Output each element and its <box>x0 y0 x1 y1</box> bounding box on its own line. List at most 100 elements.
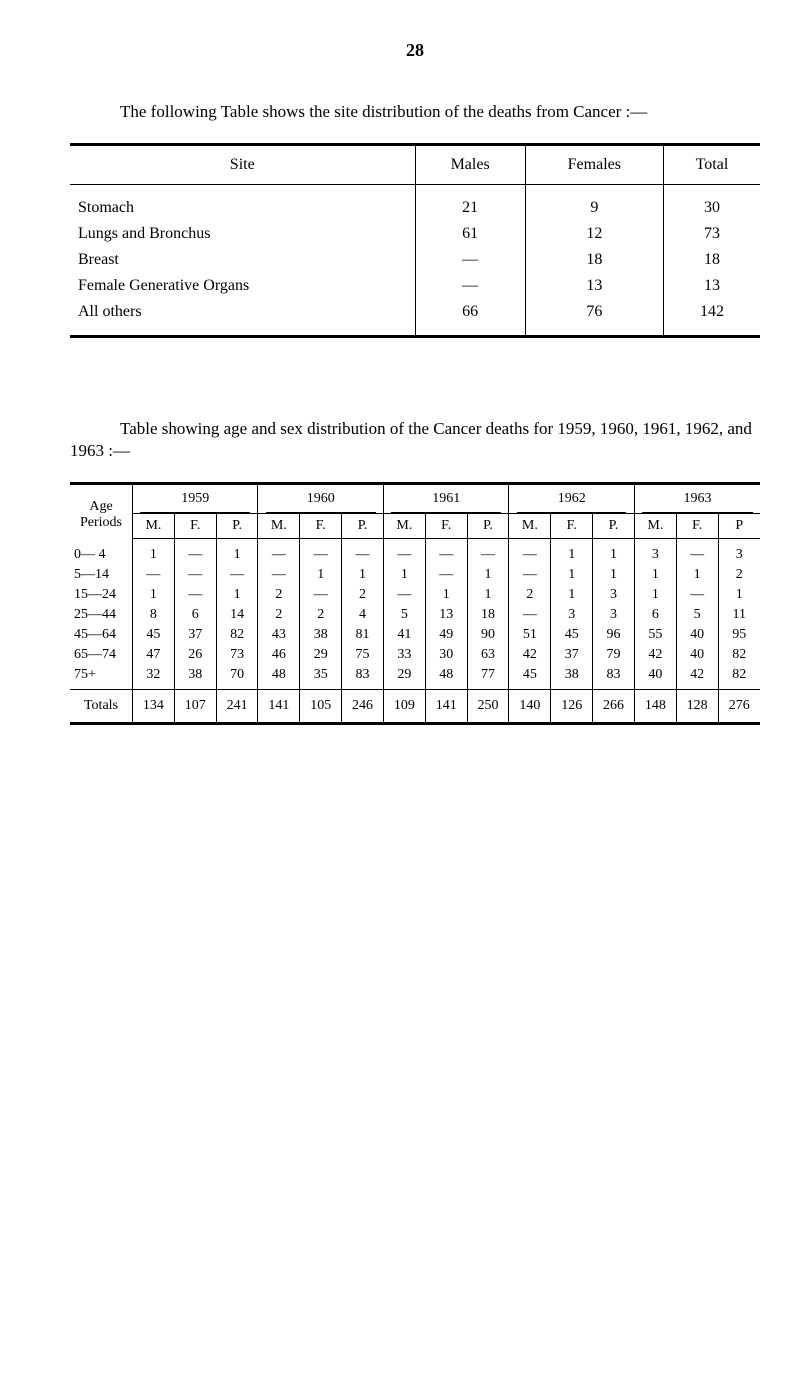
cell: 1 <box>133 585 175 605</box>
cell: 35 <box>300 665 342 690</box>
cell: 96 <box>593 625 635 645</box>
table-row: 65—74472673462975333063423779424082 <box>70 645 760 665</box>
cell: 128 <box>676 690 718 724</box>
cell: — <box>467 539 509 566</box>
cell: — <box>383 585 425 605</box>
cell: 148 <box>634 690 676 724</box>
cell: — <box>415 247 525 273</box>
th-sub: P <box>718 514 760 539</box>
cell: — <box>415 273 525 299</box>
table-row: 15—241—12—2—112131—1 <box>70 585 760 605</box>
cell: 13 <box>525 273 663 299</box>
cell: 83 <box>593 665 635 690</box>
th-sub: F. <box>174 514 216 539</box>
cell: 11 <box>718 605 760 625</box>
cell: — <box>342 539 384 566</box>
th-sub: F. <box>676 514 718 539</box>
cell: 48 <box>258 665 300 690</box>
cell: 241 <box>216 690 258 724</box>
cell: 142 <box>663 299 760 337</box>
cell: — <box>174 585 216 605</box>
table-row: 5—14————111—1—11112 <box>70 565 760 585</box>
cell: 1 <box>551 585 593 605</box>
cell: 76 <box>525 299 663 337</box>
th-year: 1959 <box>133 484 258 514</box>
cell: 30 <box>663 185 760 222</box>
cell: — <box>425 565 467 585</box>
table-row: 45—64453782433881414990514596554095 <box>70 625 760 645</box>
cell: 1 <box>300 565 342 585</box>
cell: 21 <box>415 185 525 222</box>
site-label: Lungs and Bronchus <box>70 221 415 247</box>
cell: 1 <box>551 565 593 585</box>
cell: 3 <box>634 539 676 566</box>
cell: — <box>216 565 258 585</box>
cell: 1 <box>634 585 676 605</box>
cell: 8 <box>133 605 175 625</box>
cell: 134 <box>133 690 175 724</box>
cell: 1 <box>718 585 760 605</box>
age-label: 75+ <box>70 665 133 690</box>
cell: 3 <box>593 605 635 625</box>
cell: 95 <box>718 625 760 645</box>
age-label: 15—24 <box>70 585 133 605</box>
cell: 43 <box>258 625 300 645</box>
cell: 5 <box>383 605 425 625</box>
cell: 107 <box>174 690 216 724</box>
th-year: 1963 <box>634 484 760 514</box>
cell: 14 <box>216 605 258 625</box>
cell: 18 <box>467 605 509 625</box>
cell: — <box>425 539 467 566</box>
cell: — <box>133 565 175 585</box>
totals-label: Totals <box>70 690 133 724</box>
cell: — <box>383 539 425 566</box>
cell: 1 <box>634 565 676 585</box>
th-sub: M. <box>634 514 676 539</box>
cell: 9 <box>525 185 663 222</box>
age-label: 25—44 <box>70 605 133 625</box>
th-total: Total <box>663 145 760 185</box>
cell: — <box>300 539 342 566</box>
cell: 42 <box>676 665 718 690</box>
age-label: 65—74 <box>70 645 133 665</box>
cell: 29 <box>300 645 342 665</box>
table-row: Female Generative Organs—1313 <box>70 273 760 299</box>
table-row: 0— 41—1———————113—3 <box>70 539 760 566</box>
table-row: Lungs and Bronchus611273 <box>70 221 760 247</box>
age-label: 45—64 <box>70 625 133 645</box>
cell: 12 <box>525 221 663 247</box>
cell: 51 <box>509 625 551 645</box>
cell: 26 <box>174 645 216 665</box>
cell: 40 <box>676 645 718 665</box>
cell: 2 <box>258 605 300 625</box>
cell: 82 <box>718 665 760 690</box>
th-sub: M. <box>133 514 175 539</box>
th-sub: P. <box>593 514 635 539</box>
cell: 2 <box>258 585 300 605</box>
cell: 38 <box>551 665 593 690</box>
cell: 6 <box>174 605 216 625</box>
cell: 1 <box>467 565 509 585</box>
cell: 126 <box>551 690 593 724</box>
th-year: 1960 <box>258 484 383 514</box>
cell: 276 <box>718 690 760 724</box>
table-row: Breast—1818 <box>70 247 760 273</box>
th-site: Site <box>70 145 415 185</box>
cell: 48 <box>425 665 467 690</box>
cell: 82 <box>216 625 258 645</box>
table-row: All others6676142 <box>70 299 760 337</box>
cell: 66 <box>415 299 525 337</box>
cell: 2 <box>718 565 760 585</box>
cell: 75 <box>342 645 384 665</box>
age-label: 5—14 <box>70 565 133 585</box>
cell: 73 <box>663 221 760 247</box>
cell: 4 <box>342 605 384 625</box>
cell: 37 <box>174 625 216 645</box>
th-females: Females <box>525 145 663 185</box>
cell: 40 <box>676 625 718 645</box>
age-label: 0— 4 <box>70 539 133 566</box>
cell: 77 <box>467 665 509 690</box>
site-distribution-table: Site Males Females Total Stomach21930Lun… <box>70 143 760 338</box>
cell: 81 <box>342 625 384 645</box>
cell: — <box>174 565 216 585</box>
